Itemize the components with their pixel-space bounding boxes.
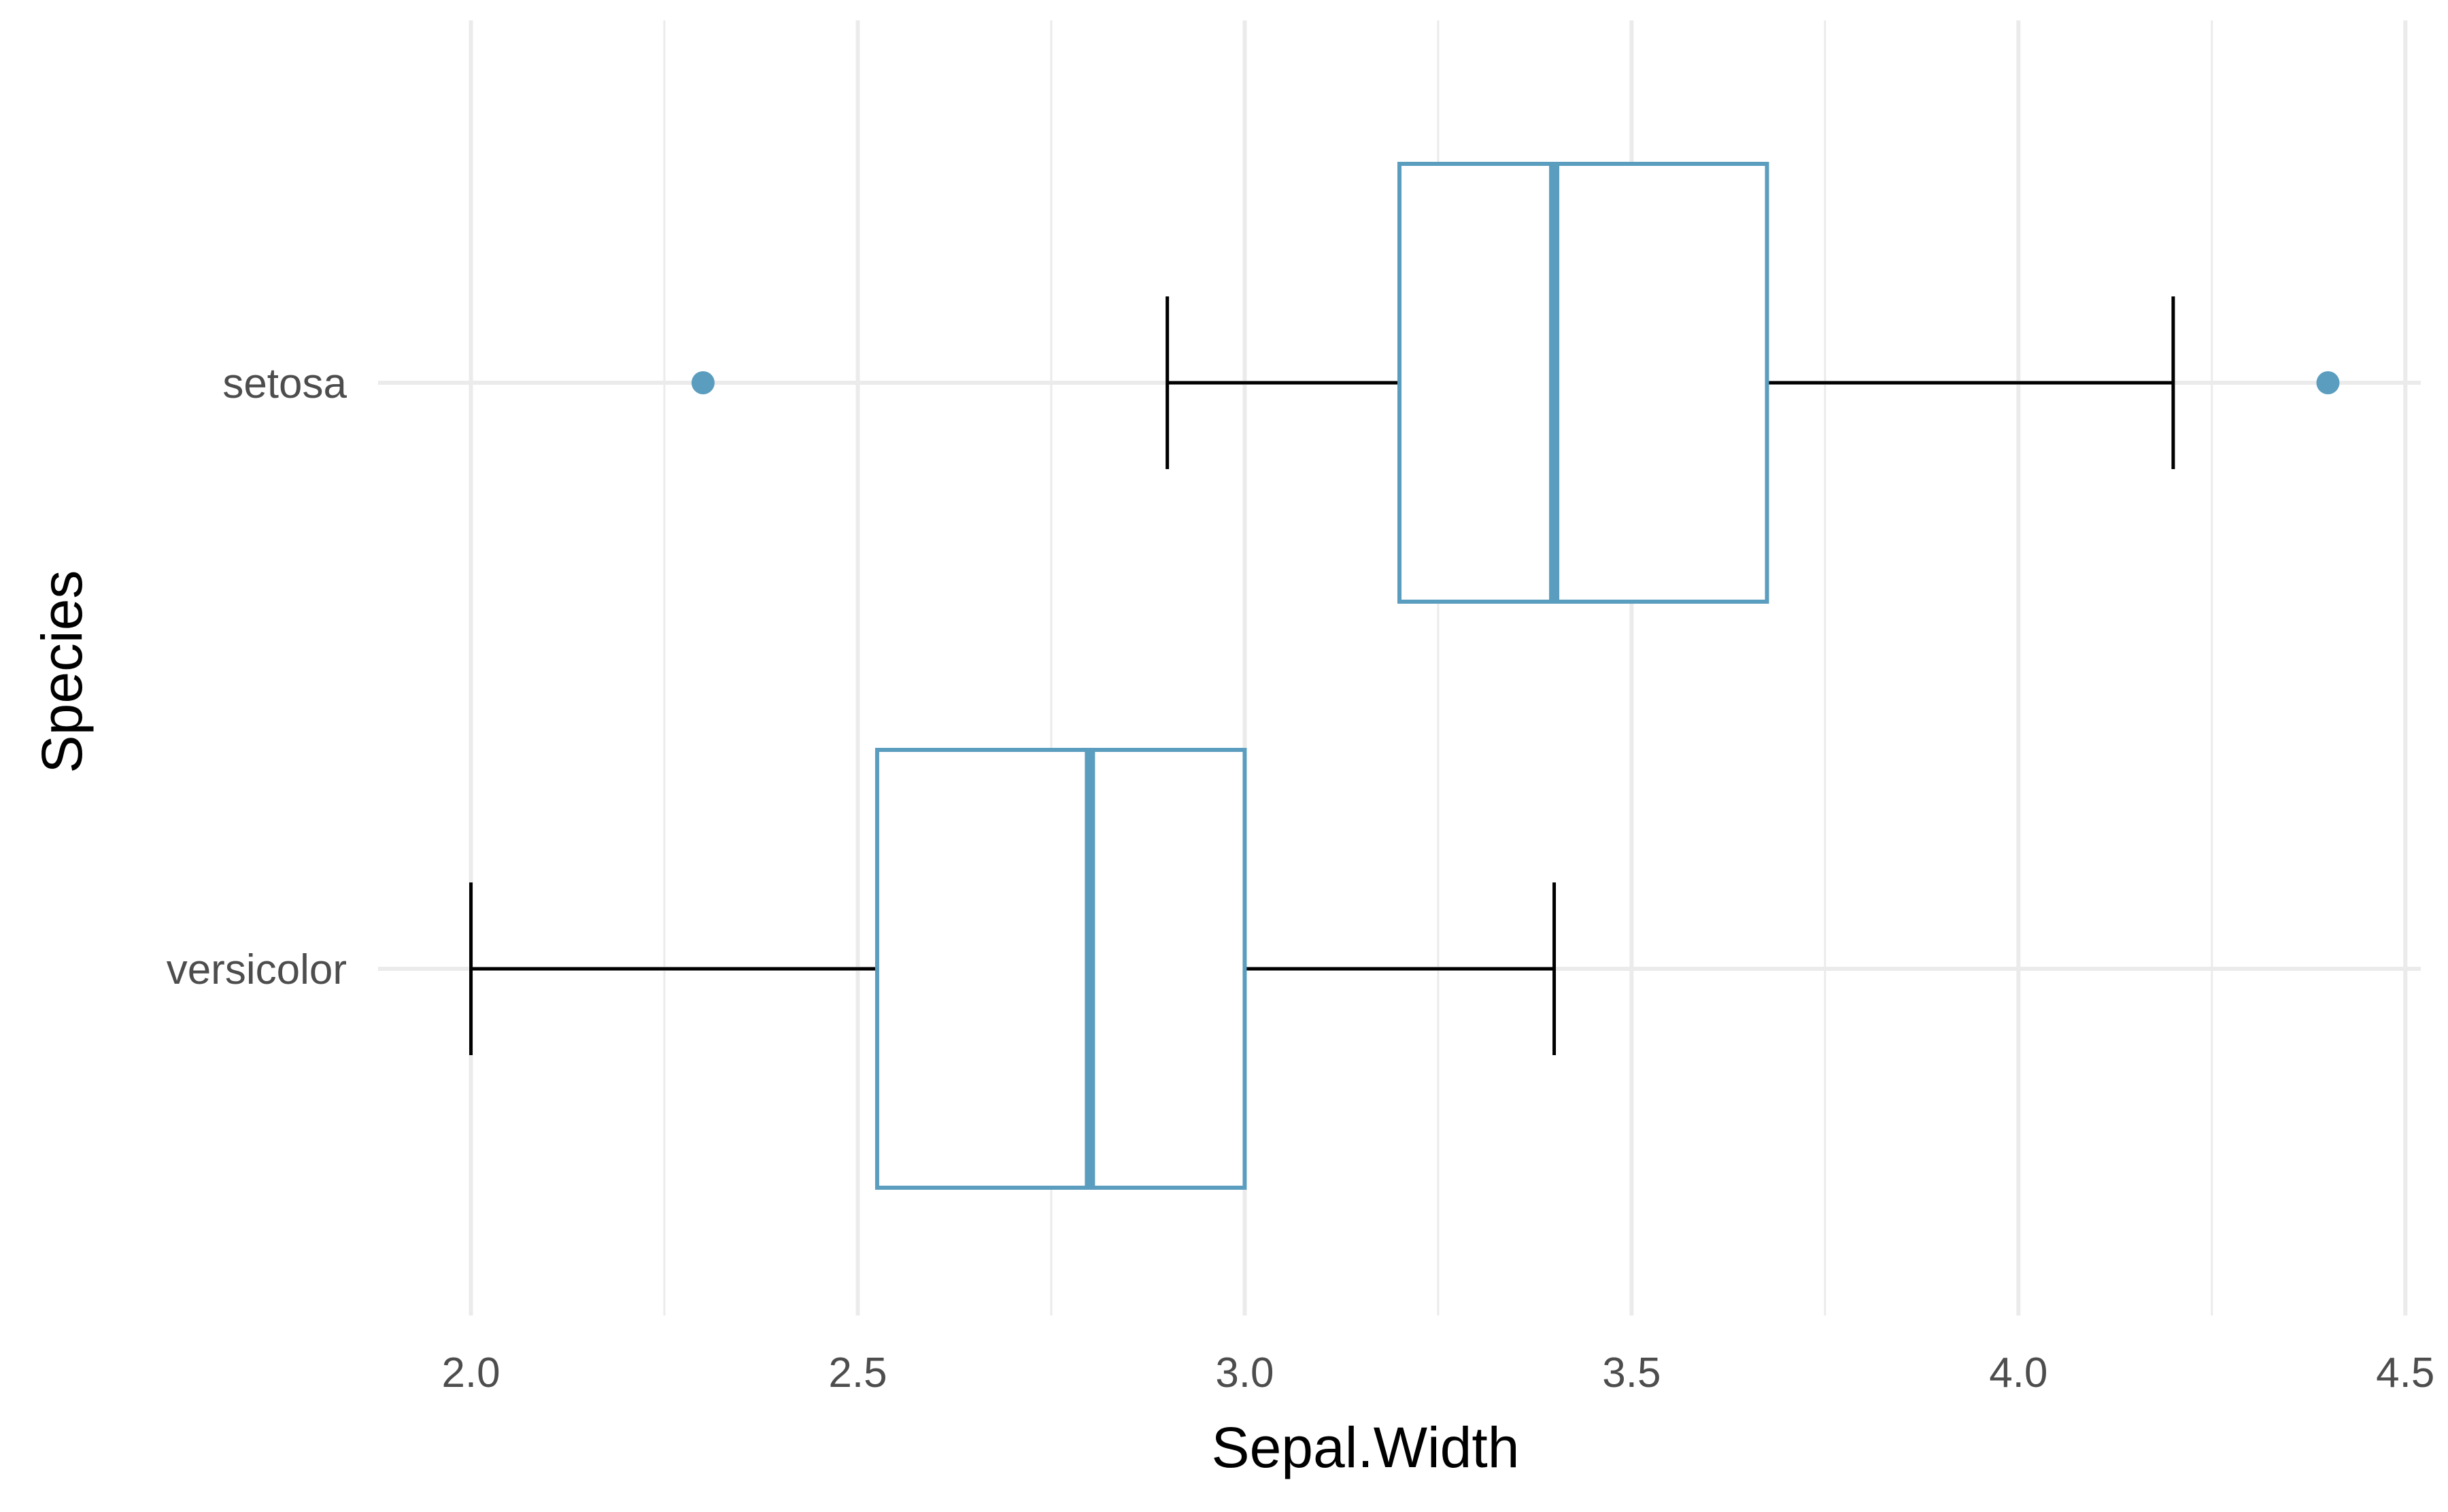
box-versicolor: [469, 748, 1557, 1190]
y-tick-label: versicolor: [167, 946, 347, 993]
outlier-point: [2316, 371, 2340, 394]
x-axis-title: Sepal.Width: [1212, 1415, 1520, 1479]
x-tick-label: 4.0: [1989, 1350, 2047, 1396]
x-tick-label: 2.0: [441, 1350, 500, 1396]
box-series: [469, 162, 2340, 1190]
x-tick-label: 3.0: [1215, 1350, 1274, 1396]
box-body: [874, 748, 1247, 1190]
y-axis-tick-labels: setosa versicolor: [167, 360, 347, 993]
outlier-point: [691, 371, 715, 394]
x-tick-label: 2.5: [828, 1350, 887, 1396]
y-tick-label: setosa: [222, 360, 347, 407]
box-body: [1397, 162, 1769, 604]
x-tick-label: 3.5: [1602, 1350, 1661, 1396]
x-tick-label: 4.5: [2376, 1350, 2434, 1396]
x-axis-tick-labels: 2.0 2.5 3.0 3.5 4.0 4.5: [441, 1350, 2434, 1396]
box-setosa: [691, 162, 2340, 604]
y-axis-title: Species: [30, 570, 94, 774]
